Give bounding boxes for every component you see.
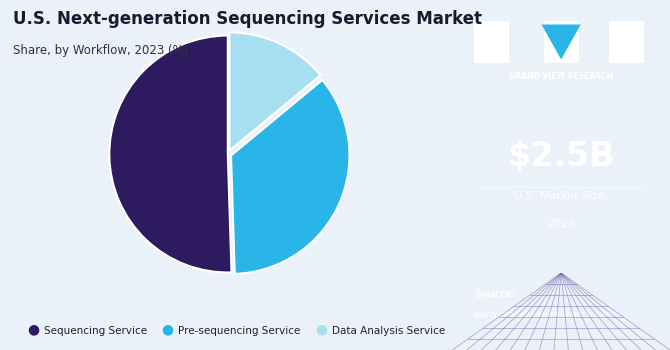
Wedge shape — [109, 36, 232, 272]
Text: Sequencing Service: Sequencing Service — [44, 326, 147, 336]
Text: ●: ● — [27, 322, 39, 336]
Text: Pre-sequencing Service: Pre-sequencing Service — [178, 326, 301, 336]
Text: $2.5B: $2.5B — [507, 140, 615, 173]
FancyBboxPatch shape — [474, 21, 509, 63]
Text: 2023: 2023 — [547, 219, 576, 229]
Text: Data Analysis Service: Data Analysis Service — [332, 326, 446, 336]
Text: Share, by Workflow, 2023 (%): Share, by Workflow, 2023 (%) — [13, 44, 189, 57]
Text: ●: ● — [161, 322, 173, 336]
Text: U.S. Next-generation Sequencing Services Market: U.S. Next-generation Sequencing Services… — [13, 10, 482, 28]
Wedge shape — [229, 32, 320, 151]
FancyBboxPatch shape — [544, 21, 579, 63]
Text: GRAND VIEW RESEARCH: GRAND VIEW RESEARCH — [509, 72, 613, 81]
Text: www.grandviewresearch.com: www.grandviewresearch.com — [474, 310, 617, 320]
FancyBboxPatch shape — [609, 21, 644, 63]
Text: U.S. Market Size,: U.S. Market Size, — [514, 191, 608, 201]
Polygon shape — [541, 25, 581, 60]
Text: ●: ● — [315, 322, 327, 336]
Wedge shape — [231, 80, 350, 274]
Text: Source:: Source: — [474, 289, 516, 299]
